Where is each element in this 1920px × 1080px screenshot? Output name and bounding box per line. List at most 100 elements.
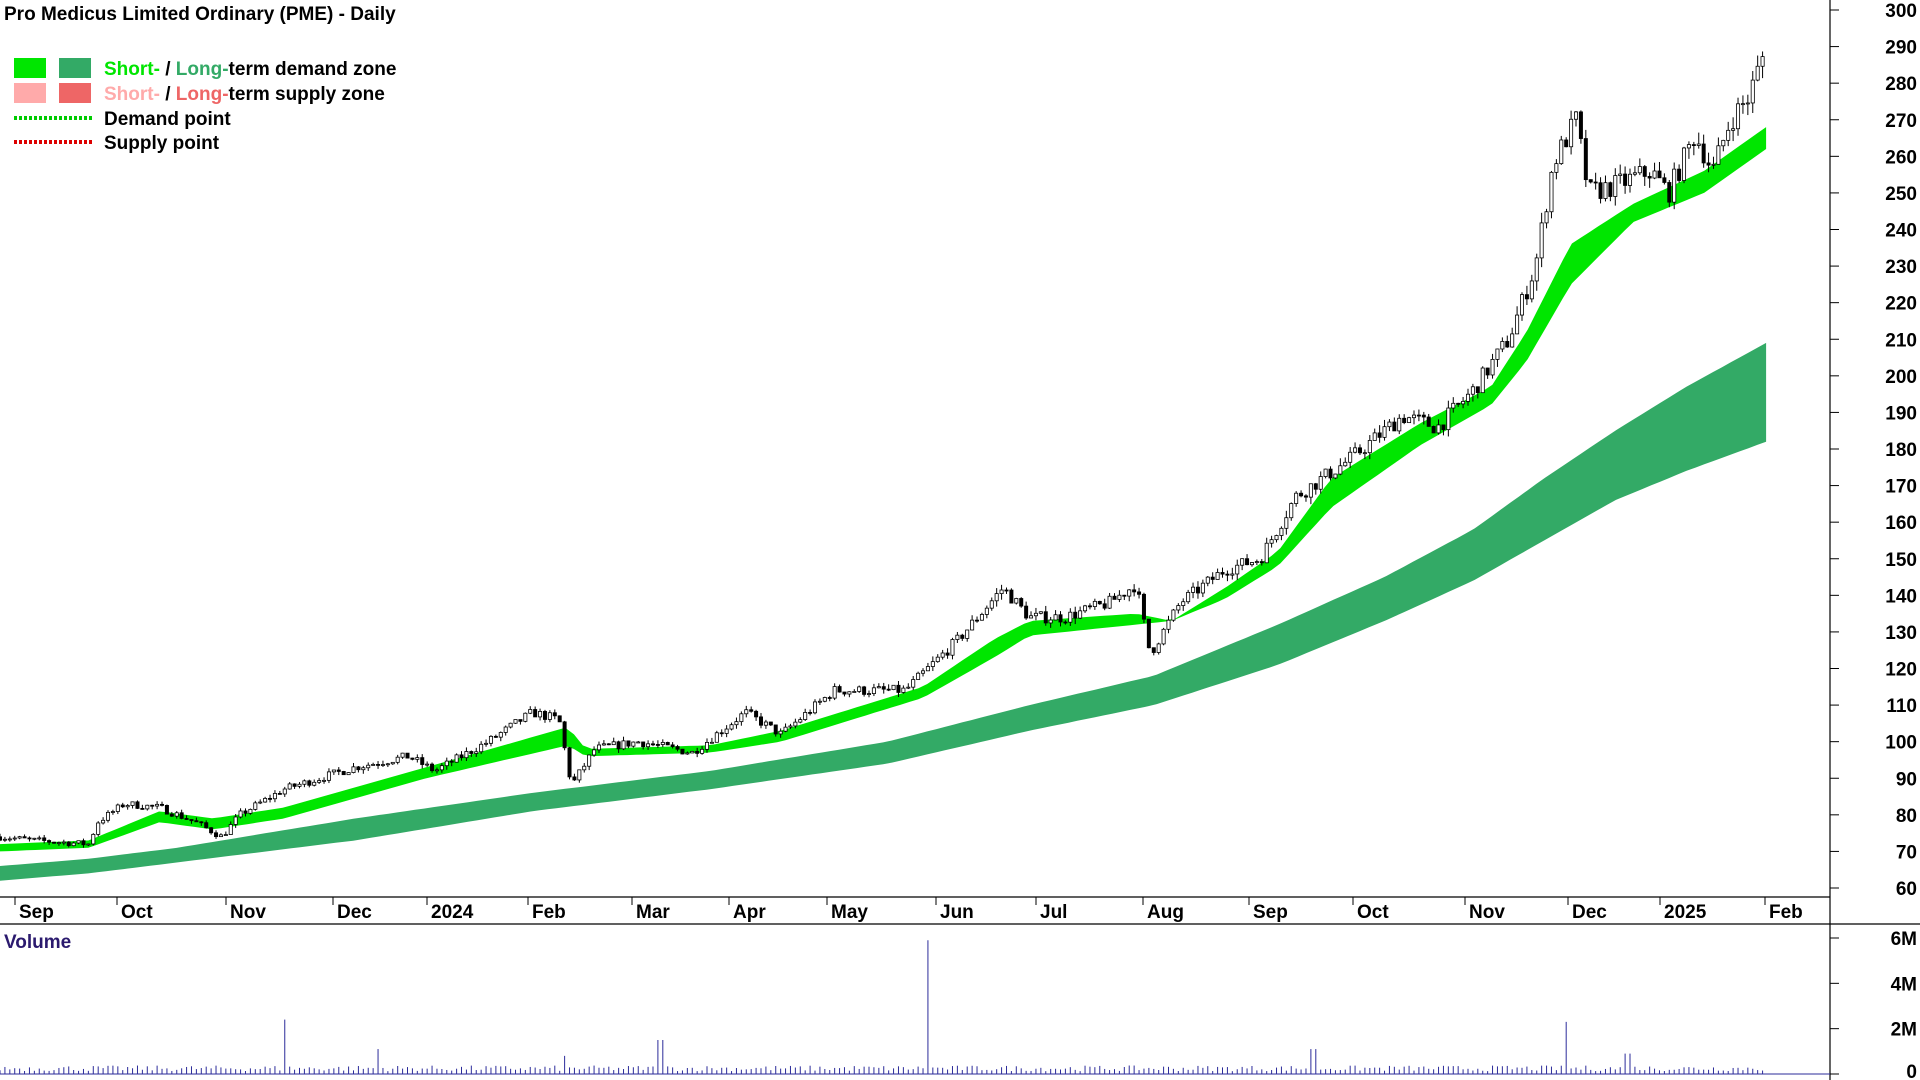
candle-body: [1662, 177, 1667, 183]
candle-body: [729, 724, 734, 730]
candle-body: [950, 639, 955, 656]
candle-body: [110, 811, 115, 813]
chart-title: Pro Medicus Limited Ordinary (PME) - Dai…: [4, 4, 396, 25]
price-tick-label: 120: [1885, 660, 1917, 681]
candle-body: [1485, 367, 1490, 376]
candle-body: [1063, 621, 1068, 624]
price-tick-label: 60: [1896, 879, 1917, 900]
candle-body: [1407, 417, 1412, 424]
candle-body: [1731, 128, 1736, 131]
candle-body: [1230, 573, 1235, 576]
candle-body: [793, 721, 798, 727]
candle-body: [1672, 168, 1677, 203]
candle-body: [813, 701, 818, 714]
candle-body: [1068, 611, 1073, 623]
candle-body: [209, 827, 214, 834]
candle-body: [577, 769, 582, 781]
candle-body: [32, 837, 37, 840]
time-tick-label: Dec: [337, 902, 372, 923]
candle-body: [1490, 358, 1495, 376]
candle-body: [263, 797, 268, 803]
candle-body: [616, 741, 621, 750]
candle-body: [297, 783, 302, 787]
candle-body: [302, 780, 307, 785]
price-tick-label: 140: [1885, 586, 1917, 607]
candle-body: [1333, 473, 1338, 479]
volume-panel: Volume 6M 4M 2M 0: [0, 929, 1917, 1080]
price-tick-label: 130: [1885, 623, 1917, 644]
price-tick-label: 230: [1885, 257, 1917, 278]
candle-body: [1574, 111, 1579, 120]
candle-body: [341, 771, 346, 776]
candle-body: [1520, 294, 1525, 316]
candle-body: [601, 743, 606, 746]
candle-body: [582, 765, 587, 771]
candle-body: [405, 752, 410, 759]
price-tick-label: 170: [1885, 477, 1917, 498]
price-tick-label: 160: [1885, 513, 1917, 534]
candle-body: [145, 804, 150, 810]
candle-body: [891, 684, 896, 691]
candle-body: [292, 783, 297, 787]
candle-body: [1019, 598, 1024, 607]
candle-body: [194, 820, 199, 823]
candle-body: [1696, 143, 1701, 146]
candle-body: [596, 744, 601, 751]
candle-body: [1249, 562, 1254, 566]
candle-body: [1426, 416, 1431, 427]
candle-body: [1078, 610, 1083, 619]
candle-body: [822, 697, 827, 702]
candle-body: [444, 760, 449, 767]
candle-body: [449, 760, 454, 763]
candle-body: [400, 752, 405, 758]
price-tick-label: 250: [1885, 184, 1917, 205]
candle-body: [1087, 605, 1092, 608]
candle-body: [1667, 182, 1672, 203]
candle-body: [430, 763, 435, 772]
candle-body: [1043, 611, 1048, 624]
price-tick-label: 80: [1896, 806, 1917, 827]
candle-body: [1750, 79, 1755, 104]
time-tick-label: Oct: [121, 902, 153, 923]
candle-body: [366, 764, 371, 769]
candle-body: [714, 732, 719, 743]
candle-body: [376, 764, 381, 766]
candle-body: [115, 804, 120, 812]
candle-body: [641, 741, 646, 748]
candle-body: [1122, 594, 1127, 597]
candle-body: [1343, 461, 1348, 467]
candle-body: [1289, 503, 1294, 519]
candle-body: [572, 776, 577, 781]
candle-body: [788, 725, 793, 728]
candle-body: [1451, 402, 1456, 409]
time-tick-label: 2024: [431, 902, 474, 923]
candle-body: [970, 619, 975, 631]
candle-body: [1362, 452, 1367, 455]
time-tick-label: Aug: [1147, 902, 1184, 923]
candle-body: [1259, 561, 1264, 564]
candle-body: [258, 801, 263, 804]
candle-body: [852, 691, 857, 693]
candle-body: [76, 840, 81, 844]
candle-body: [1510, 333, 1515, 348]
price-tick-label: 100: [1885, 733, 1917, 754]
candle-body: [47, 840, 52, 843]
volume-label: Volume: [4, 932, 71, 953]
candle-body: [1367, 440, 1372, 454]
legend-point-label: Demand point: [104, 109, 231, 130]
candle-body: [876, 686, 881, 689]
candle-body: [410, 757, 415, 760]
candle-body: [1127, 589, 1132, 597]
candle-body: [1549, 171, 1554, 213]
price-tick-label: 190: [1885, 403, 1917, 424]
candle-body: [469, 751, 474, 754]
candle-body: [513, 719, 518, 724]
candle-body: [1200, 582, 1205, 594]
candle-body: [871, 687, 876, 694]
candle-body: [1583, 138, 1588, 181]
candle-body: [1141, 593, 1146, 620]
candle-body: [518, 719, 523, 722]
candle-body: [1014, 598, 1019, 604]
candle-body: [488, 735, 493, 744]
